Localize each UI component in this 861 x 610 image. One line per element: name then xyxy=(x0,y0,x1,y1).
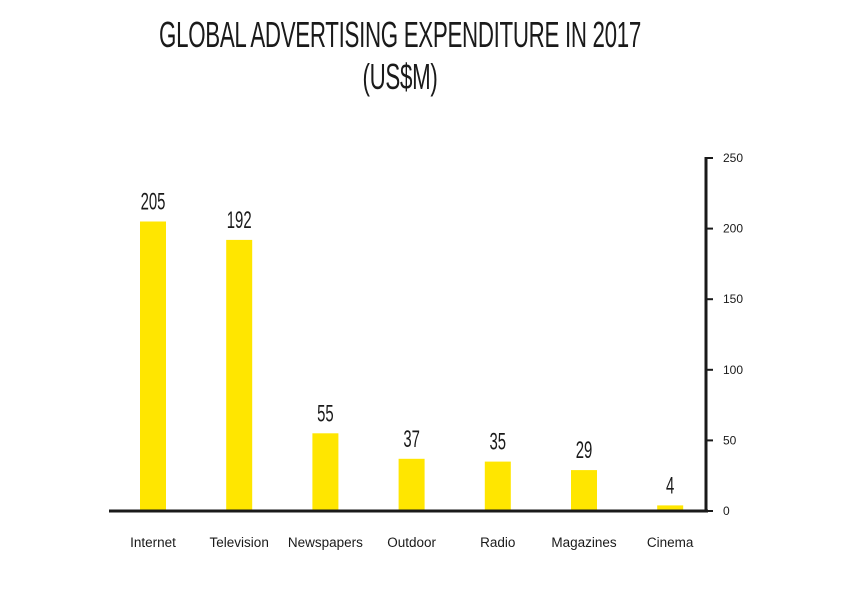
category-label-magazines: Magazines xyxy=(551,535,617,550)
chart-title: GLOBAL ADVERTISING EXPENDITURE IN 2017 (… xyxy=(159,14,641,97)
y-tick-label-200: 200 xyxy=(723,222,743,236)
bar-value-label-cinema: 4 xyxy=(666,473,674,499)
category-label-outdoor: Outdoor xyxy=(387,535,436,550)
bar-cinema xyxy=(657,505,684,511)
bar-value-label-magazines: 29 xyxy=(576,438,593,464)
y-axis xyxy=(109,157,713,513)
bar-value-label-television: 192 xyxy=(227,207,252,233)
y-tick-label-0: 0 xyxy=(723,504,730,518)
category-label-cinema: Cinema xyxy=(647,535,694,550)
y-tick-label-250: 250 xyxy=(723,151,743,165)
bar-value-label-internet: 205 xyxy=(141,189,166,215)
category-label-newspapers: Newspapers xyxy=(288,535,363,550)
bar-newspapers xyxy=(312,433,339,511)
y-axis-tick-labels: 0 50 100 150 200 250 xyxy=(723,151,743,518)
category-labels: Internet Television Newspapers Outdoor Radio… xyxy=(130,535,694,550)
y-tick-label-150: 150 xyxy=(723,292,743,306)
bar-internet xyxy=(140,221,166,511)
bar-radio xyxy=(484,461,511,511)
bars-group xyxy=(140,221,684,511)
y-tick-label-100: 100 xyxy=(723,363,743,377)
bar-value-label-radio: 35 xyxy=(490,429,507,455)
category-label-radio: Radio xyxy=(480,535,515,550)
bar-magazines xyxy=(571,470,597,511)
bar-outdoor xyxy=(398,458,425,511)
bar-value-label-outdoor: 37 xyxy=(403,426,420,452)
category-label-internet: Internet xyxy=(130,535,176,550)
category-label-television: Television xyxy=(210,535,269,550)
bar-television xyxy=(226,239,253,511)
bar-value-labels: 205 192 55 37 35 29 4 xyxy=(141,189,675,499)
y-tick-label-50: 50 xyxy=(723,433,737,447)
bar-value-label-newspapers: 55 xyxy=(317,401,334,427)
